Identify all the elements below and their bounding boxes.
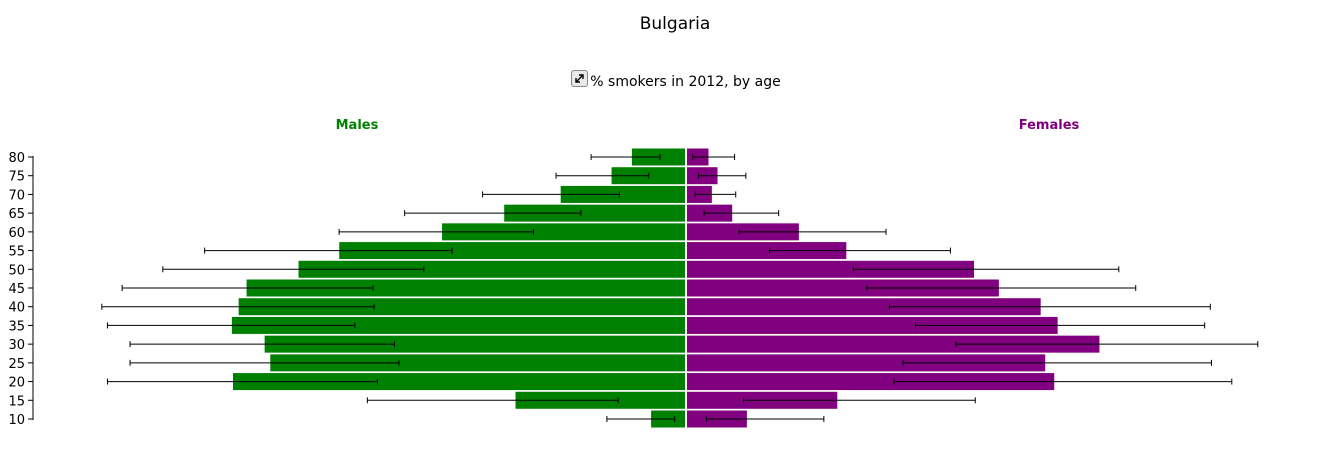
male-bar-20[interactable]	[233, 373, 685, 391]
y-tick-label: 25	[8, 357, 25, 372]
male-error-bar-25	[129, 359, 400, 366]
y-tick-label: 20	[8, 376, 25, 391]
female-bar-40[interactable]	[687, 298, 1041, 316]
female-bar-50[interactable]	[687, 260, 975, 278]
female-bar-25[interactable]	[687, 354, 1046, 372]
y-tick-label: 35	[8, 319, 25, 334]
chart-subtitle: % smokers in 2012, by age	[590, 74, 781, 90]
male-error-bar-70	[482, 191, 620, 198]
female-error-bar-60	[738, 228, 887, 235]
male-error-bar-65	[404, 210, 582, 217]
male-bar-65[interactable]	[504, 204, 685, 222]
subtitle-row: % smokers in 2012, by age	[0, 70, 1338, 90]
y-tick-label: 60	[8, 226, 25, 241]
male-error-bar-20	[106, 378, 379, 385]
y-tick-label: 15	[8, 394, 25, 409]
y-tick-label: 30	[8, 338, 25, 353]
female-error-bar-80	[692, 154, 736, 160]
y-tick-label: 70	[8, 188, 25, 203]
y-axis: 10 15 20 25 30 35 40 45 50 55 60 65 70 75 80	[8, 151, 34, 428]
female-error-bar-45	[866, 285, 1137, 291]
female-error-bar-35	[914, 322, 1206, 329]
male-error-bar-75	[555, 172, 650, 179]
y-tick-label: 80	[8, 151, 25, 166]
female-error-bar-30	[955, 341, 1259, 348]
female-error-bar-55	[769, 247, 951, 254]
male-error-bar-40	[101, 303, 375, 310]
male-bar-30[interactable]	[264, 335, 685, 353]
male-error-bar-30	[129, 341, 395, 348]
female-bar-55[interactable]	[687, 242, 847, 260]
female-error-bar-10	[705, 416, 825, 422]
male-bar-70[interactable]	[560, 185, 685, 203]
female-bar-20[interactable]	[687, 373, 1055, 391]
female-bar-45[interactable]	[687, 279, 999, 297]
male-bar-40[interactable]	[238, 298, 685, 316]
male-error-bar-60	[338, 228, 534, 235]
male-bar-45[interactable]	[246, 279, 685, 297]
male-bar-50[interactable]	[298, 260, 685, 278]
error-bars	[101, 154, 1259, 422]
y-tick-label: 40	[8, 301, 25, 316]
female-error-bar-25	[902, 359, 1212, 366]
male-bar-60[interactable]	[442, 223, 685, 241]
females-label: Females	[1019, 118, 1080, 133]
y-tick-label: 50	[8, 263, 25, 278]
male-error-bar-10	[606, 416, 676, 422]
female-bar-35[interactable]	[687, 316, 1058, 334]
female-error-bar-50	[852, 266, 1120, 273]
y-tick-label: 55	[8, 245, 25, 260]
male-error-bar-55	[204, 247, 453, 254]
female-error-bar-40	[888, 303, 1211, 310]
female-bar-30[interactable]	[687, 335, 1100, 353]
chart-title: Bulgaria	[639, 14, 711, 34]
y-tick-label: 45	[8, 282, 25, 297]
female-error-bar-20	[893, 378, 1233, 385]
female-error-bar-15	[743, 397, 976, 404]
male-error-bar-15	[366, 397, 619, 404]
male-bar-55[interactable]	[339, 242, 685, 260]
expand-arrows-icon[interactable]	[571, 70, 589, 87]
y-tick-label: 75	[8, 170, 25, 185]
y-tick-label: 10	[8, 413, 25, 428]
male-error-bar-50	[162, 266, 425, 273]
y-tick-label: 65	[8, 207, 25, 222]
male-error-bar-80	[590, 154, 661, 160]
male-error-bar-35	[106, 322, 356, 329]
female-error-bar-75	[697, 172, 747, 179]
female-error-bar-65	[703, 210, 780, 217]
males-label: Males	[336, 118, 379, 133]
male-error-bar-45	[121, 285, 374, 291]
female-error-bar-70	[694, 191, 737, 198]
male-bar-25[interactable]	[270, 354, 685, 372]
male-bar-35[interactable]	[231, 316, 685, 334]
